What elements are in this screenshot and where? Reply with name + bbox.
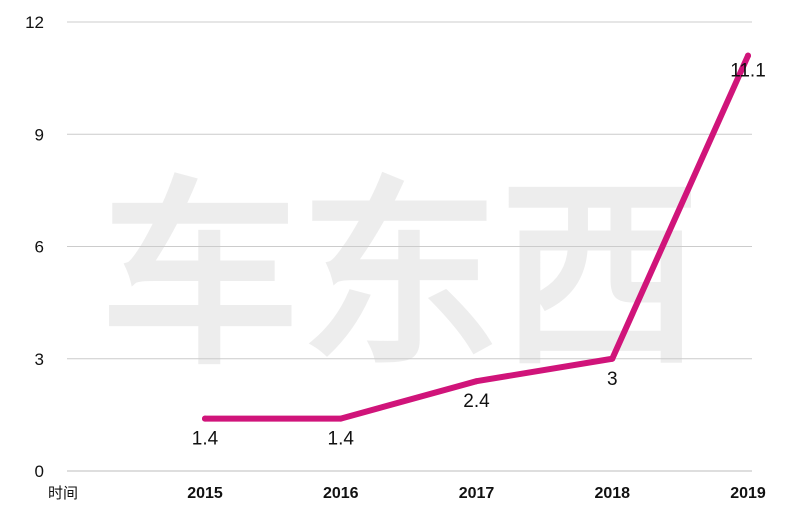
series-group: [202, 52, 751, 422]
grid: [67, 21, 752, 472]
data-label: 1.4: [192, 429, 219, 450]
data-point: [745, 52, 751, 59]
x-tick-label: 2015: [187, 485, 223, 502]
x-tick-label: 2016: [323, 485, 359, 502]
y-tick-label: 3: [35, 350, 44, 369]
y-axis-ticks: 0 3 6 9 12: [25, 13, 44, 481]
x-tick-label: 2019: [730, 485, 766, 502]
data-point: [473, 378, 480, 385]
x-tick-label: 2017: [459, 485, 495, 502]
watermark: 车东西: [100, 160, 700, 393]
y-tick-label: 0: [35, 462, 44, 481]
data-labels: 1.4 1.4 2.4 3 11.1: [192, 61, 766, 450]
watermark-text: 车东西: [100, 160, 700, 393]
y-tick-label: 6: [35, 238, 44, 257]
data-label: 11.1: [730, 61, 766, 82]
data-point: [202, 415, 208, 422]
data-point: [609, 355, 616, 362]
x-tick-label: 2018: [594, 485, 630, 502]
data-label: 3: [607, 369, 618, 390]
x-axis-title: 时间: [48, 484, 78, 502]
y-tick-label: 12: [25, 13, 44, 32]
y-tick-label: 9: [35, 125, 44, 144]
data-point: [337, 415, 344, 422]
data-label: 2.4: [463, 391, 490, 412]
x-axis-ticks: 2015 2016 2017 2018 2019: [187, 485, 766, 502]
data-label: 1.4: [328, 429, 355, 450]
